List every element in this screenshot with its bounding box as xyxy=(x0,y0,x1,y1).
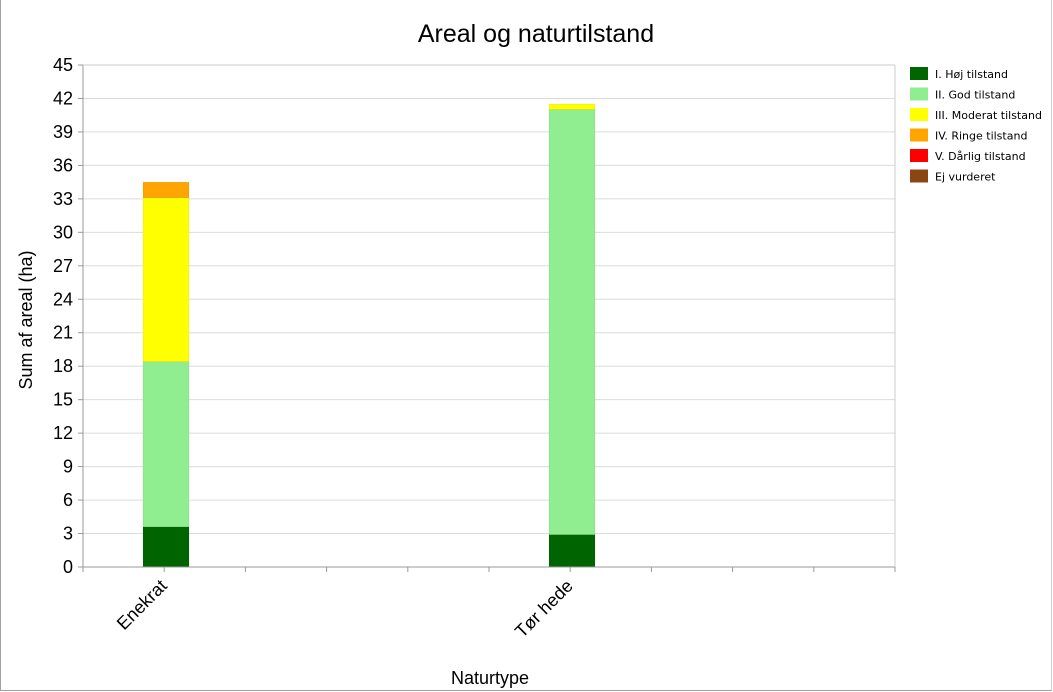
category-label: Enekrat xyxy=(113,576,171,634)
y-tick-label: 12 xyxy=(53,423,73,443)
legend-swatch xyxy=(910,87,928,101)
x-axis-title: Naturtype xyxy=(451,668,529,688)
y-tick-label: 3 xyxy=(63,524,73,544)
chart-title: Areal og naturtilstand xyxy=(418,20,654,48)
y-tick-label: 45 xyxy=(53,55,73,75)
bar-segment xyxy=(548,534,596,568)
legend-label: II. God tilstand xyxy=(935,89,1015,102)
legend-swatch xyxy=(910,67,928,80)
bars xyxy=(142,103,596,568)
legend-swatch xyxy=(910,169,928,183)
grid-lines xyxy=(83,64,895,535)
y-tick-label: 39 xyxy=(53,122,73,142)
y-tick-label: 30 xyxy=(53,222,73,242)
y-tick-label: 24 xyxy=(53,289,73,309)
legend-label: I. Høj tilstand xyxy=(935,68,1008,81)
bar-segment xyxy=(142,197,190,362)
bar-segment xyxy=(548,109,596,535)
legend-label: IV. Ringe tilstand xyxy=(935,130,1027,143)
legend-swatch xyxy=(910,128,928,142)
y-tick-label: 0 xyxy=(63,557,73,577)
x-axis-ticks xyxy=(82,567,896,572)
y-tick-label: 6 xyxy=(63,490,73,510)
y-tick-label: 42 xyxy=(53,88,73,108)
y-axis-title: Sum af areal (ha) xyxy=(16,250,36,389)
y-tick-label: 21 xyxy=(53,323,73,343)
legend-swatch xyxy=(910,108,928,121)
legend-label: III. Moderat tilstand xyxy=(935,109,1042,122)
y-tick-label: 36 xyxy=(53,155,73,175)
bar-segment xyxy=(142,361,190,528)
y-tick-label: 33 xyxy=(53,189,73,209)
y-tick-label: 15 xyxy=(53,390,73,410)
category-labels: Enekrat Tør hede xyxy=(113,576,577,642)
y-tick-label: 27 xyxy=(53,256,73,276)
y-tick-label: 9 xyxy=(63,457,73,477)
legend-label: V. Dårlig tilstand xyxy=(935,150,1026,163)
category-label: Tør hede xyxy=(511,576,577,642)
bar-segment xyxy=(142,526,190,568)
legend: I. Høj tilstand II. God tilstand III. Mode… xyxy=(910,67,1042,184)
y-tick-label: 18 xyxy=(53,356,73,376)
bar-segment xyxy=(548,103,596,110)
bar-segment xyxy=(142,181,190,199)
legend-swatch xyxy=(910,149,928,162)
legend-label: Ej vurderet xyxy=(935,171,996,184)
